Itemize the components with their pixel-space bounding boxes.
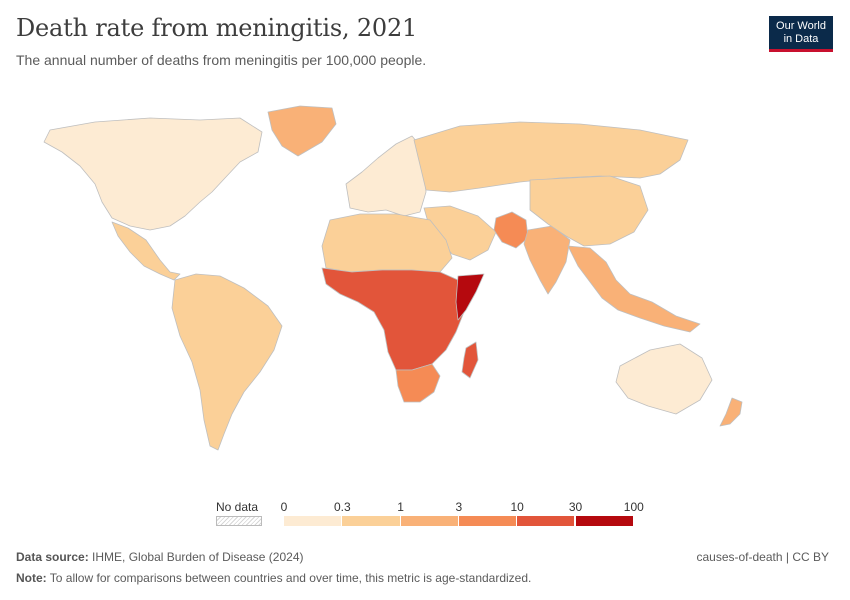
legend-tick-label: 10 [510,500,524,514]
owid-logo[interactable]: Our World in Data [769,16,833,52]
region-greenland[interactable] [267,105,337,157]
legend-tick-label: 100 [623,500,644,514]
region-north-africa[interactable] [321,213,453,273]
legend-swatch-5[interactable] [575,516,634,526]
chart-note: Note: To allow for comparisons between c… [16,571,531,585]
legend-swatch-0[interactable] [284,516,343,526]
region-south-america[interactable] [171,273,283,451]
logo-line-2: in Data [783,33,819,45]
legend-tick-label: 3 [455,500,463,514]
chart-subtitle: The annual number of deaths from meningi… [16,52,427,68]
region-north-america[interactable] [43,117,263,231]
region-madagascar[interactable] [461,341,479,379]
legend-swatch-2[interactable] [400,516,459,526]
region-new-zealand[interactable] [719,397,743,427]
data-source-text[interactable]: IHME, Global Burden of Disease (2024) [92,550,304,564]
region-russia[interactable] [413,121,689,193]
map-legend: No data 0 0.3 1 3 10 30 100 [200,496,660,536]
region-europe[interactable] [345,135,427,217]
region-india[interactable] [523,225,571,295]
chart-title: Death rate from meningitis, 2021 [16,14,418,42]
region-australia[interactable] [615,343,713,415]
data-source: Data source: IHME, Global Burden of Dise… [16,550,303,564]
legend-no-data-label: No data [216,500,259,514]
legend-tick-label: 1 [397,500,404,514]
note-label: Note: [16,571,47,585]
legend-no-data-swatch [216,516,262,526]
region-somalia[interactable] [455,273,485,321]
license-info[interactable]: causes-of-death | CC BY [696,550,829,564]
logo-line-1: Our World [776,20,826,32]
data-source-label: Data source: [16,550,89,564]
note-text: To allow for comparisons between countri… [49,571,532,585]
legend-swatch-4[interactable] [517,516,576,526]
legend-swatch-3[interactable] [458,516,518,526]
legend-tick-label: 0.3 [333,500,351,514]
region-southern-africa[interactable] [395,363,441,403]
region-pakistan[interactable] [493,211,529,249]
legend-tick-label: 30 [568,500,583,514]
region-china[interactable] [529,175,649,247]
region-southeast-asia[interactable] [567,245,701,333]
legend-swatch-1[interactable] [342,516,401,526]
world-map[interactable] [0,80,850,480]
legend-tick-label: 0 [280,500,288,514]
region-central-america[interactable] [111,221,181,281]
region-sub-saharan-africa[interactable] [321,267,471,371]
